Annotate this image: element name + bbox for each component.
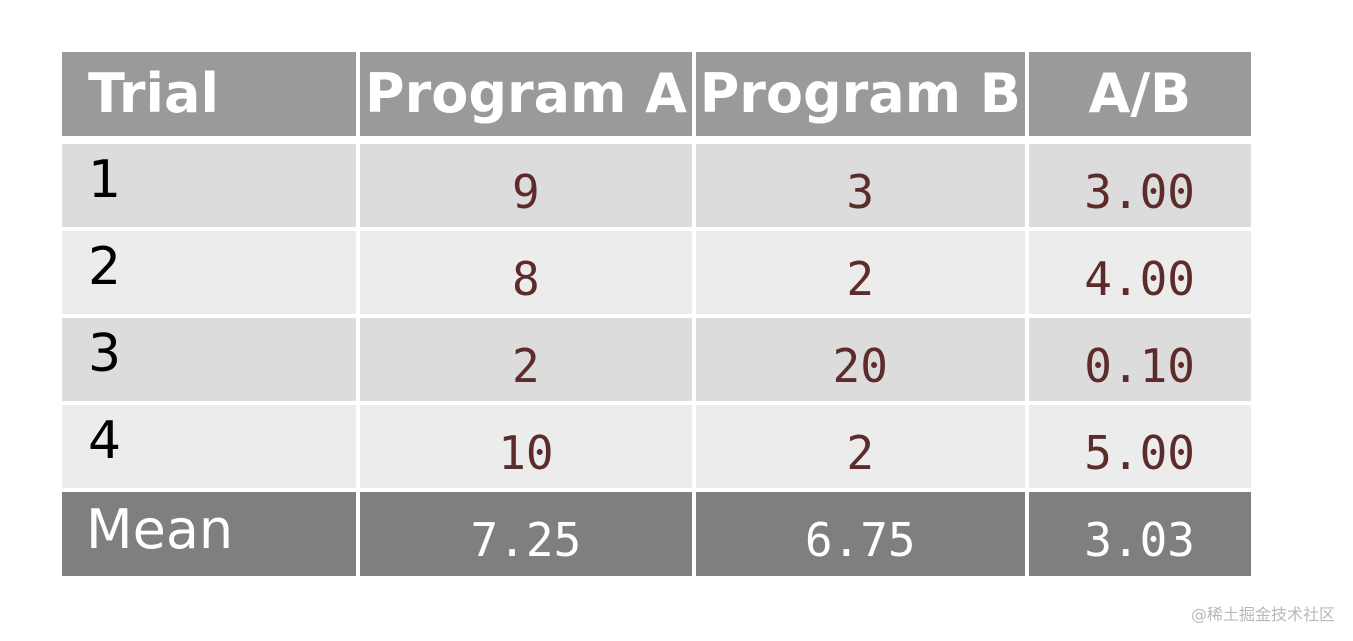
program-a-cell: 10 (360, 405, 692, 488)
ratio-cell: 3.00 (1028, 144, 1251, 227)
program-a-cell: 8 (360, 231, 692, 314)
watermark: @稀土掘金技术社区 (1190, 605, 1335, 624)
table-row: 3 2 20 0.10 (62, 318, 1251, 401)
header-program-b: Program B (695, 52, 1025, 136)
program-a-cell: 2 (360, 318, 692, 401)
program-a-cell: 9 (360, 144, 692, 227)
ratio-cell: 0.10 (1028, 318, 1251, 401)
trial-cell: 4 (62, 405, 357, 488)
table-header-row: Trial Program A Program B A/B (62, 52, 1251, 136)
results-table: Trial Program A Program B A/B 1 9 3 3.00… (62, 52, 1251, 576)
header-ratio: A/B (1028, 52, 1251, 136)
mean-row: Mean 7.25 6.75 3.03 (62, 492, 1251, 576)
header-program-a: Program A (360, 52, 692, 136)
table-row: 1 9 3 3.00 (62, 144, 1251, 227)
program-b-cell: 20 (695, 318, 1025, 401)
ratio-cell: 5.00 (1028, 405, 1251, 488)
trial-cell: 2 (62, 231, 357, 314)
mean-label: Mean (62, 492, 357, 576)
table-row: 2 8 2 4.00 (62, 231, 1251, 314)
program-b-cell: 2 (695, 405, 1025, 488)
mean-program-a: 7.25 (360, 492, 692, 576)
ratio-cell: 4.00 (1028, 231, 1251, 314)
mean-ratio: 3.03 (1028, 492, 1251, 576)
trial-cell: 3 (62, 318, 357, 401)
table-row: 4 10 2 5.00 (62, 405, 1251, 488)
mean-program-b: 6.75 (695, 492, 1025, 576)
header-trial: Trial (62, 52, 357, 136)
trial-cell: 1 (62, 144, 357, 227)
program-b-cell: 3 (695, 144, 1025, 227)
program-b-cell: 2 (695, 231, 1025, 314)
